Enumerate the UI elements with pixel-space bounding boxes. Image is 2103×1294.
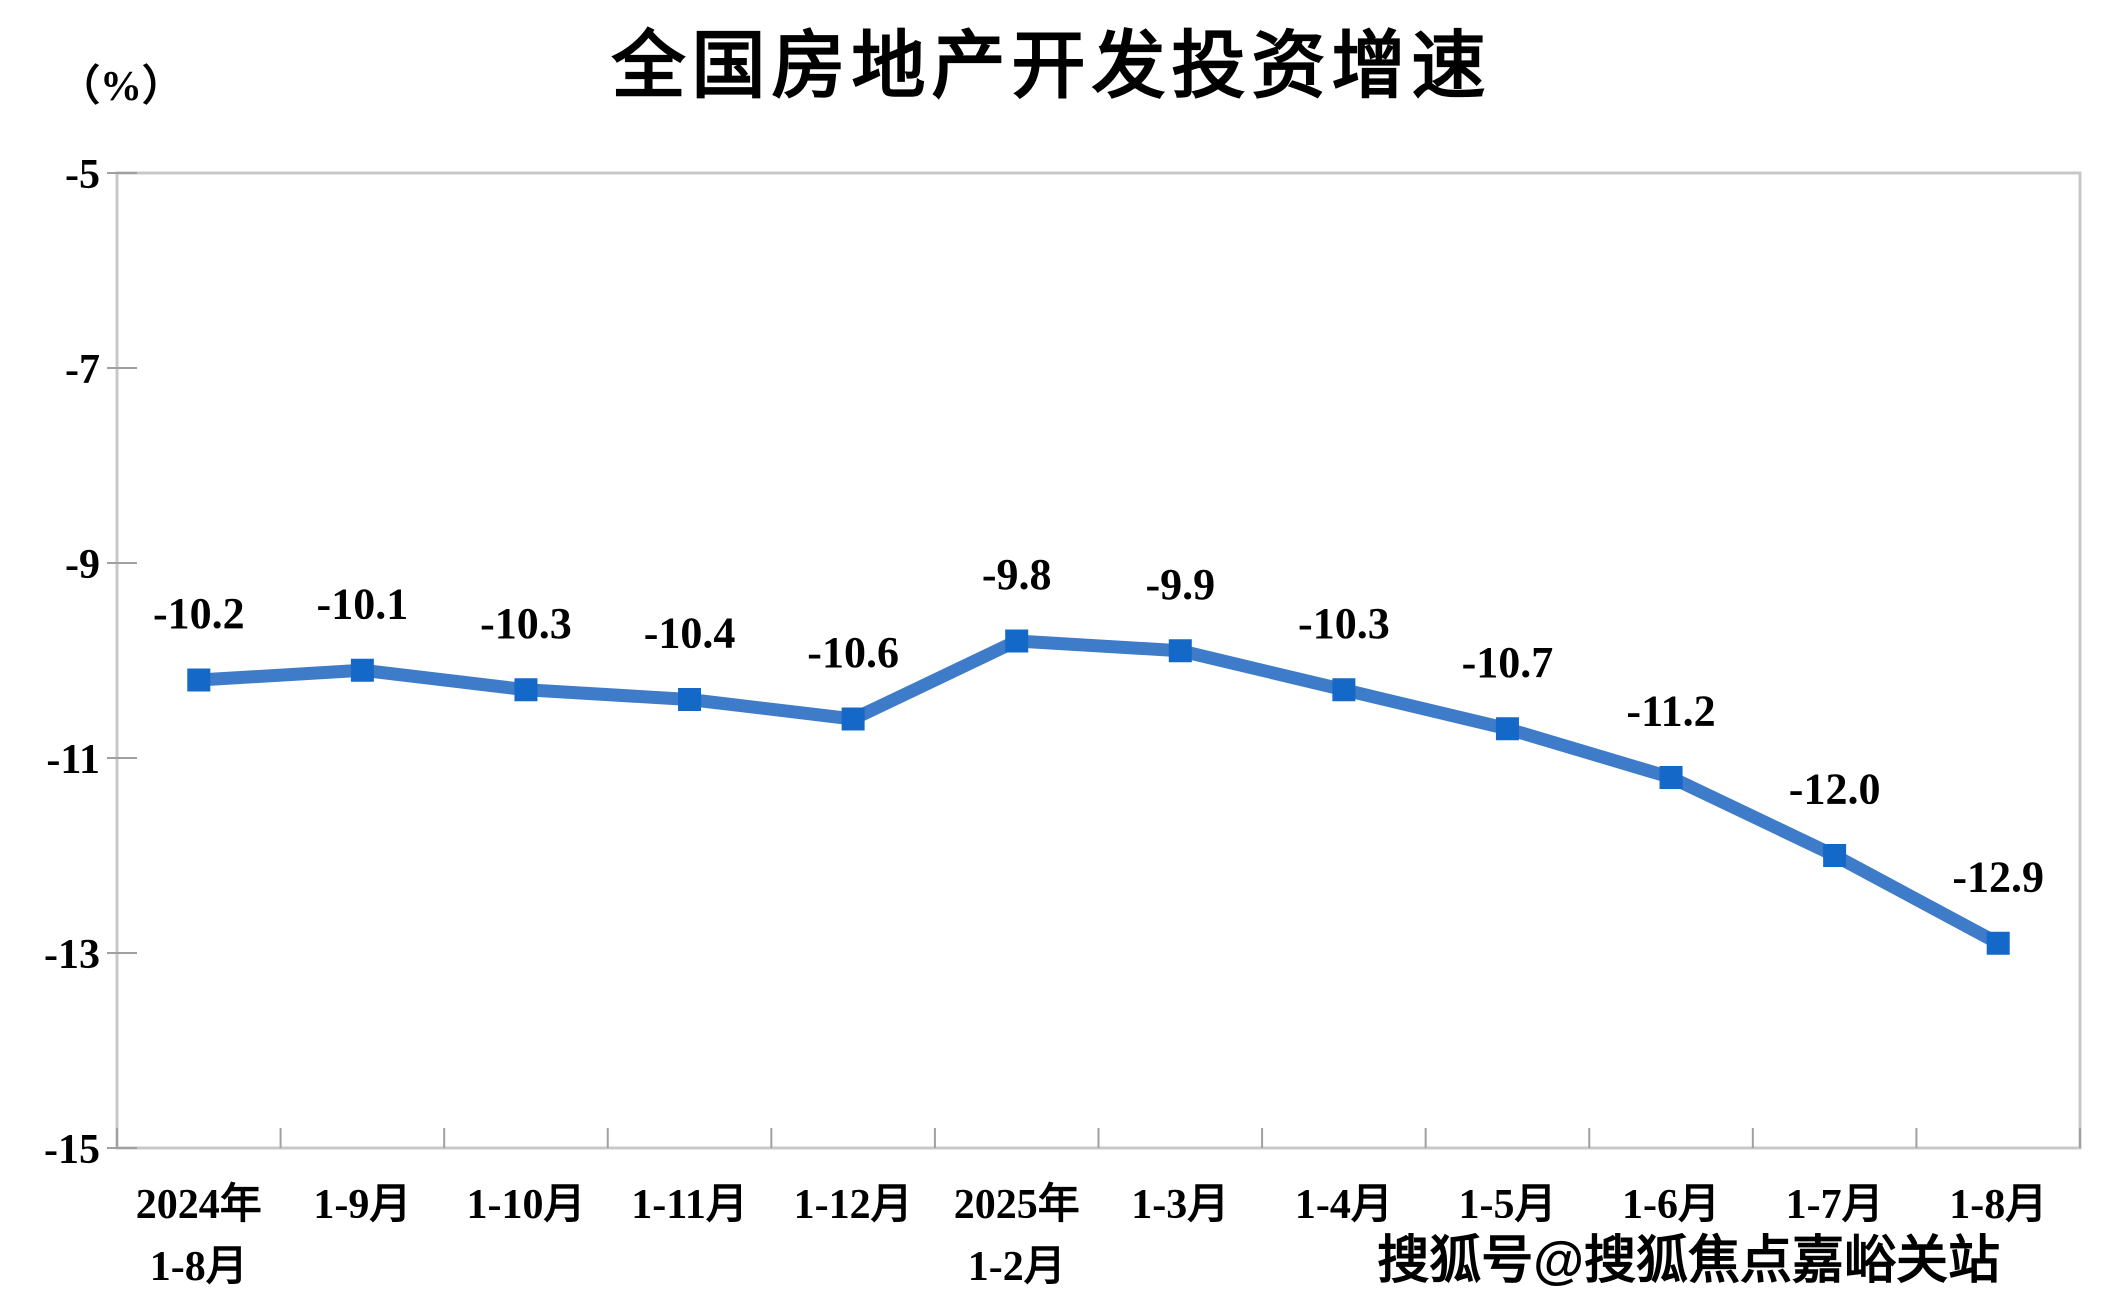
x-axis-category-label: 1-5月 xyxy=(1458,1182,1556,1228)
data-point-marker xyxy=(678,688,702,711)
data-point-marker xyxy=(514,678,538,702)
y-axis-unit-label: （%） xyxy=(58,64,185,110)
data-point-label: -9.8 xyxy=(982,550,1052,599)
x-axis-category-label: 2025年 1-2月 xyxy=(954,1181,1080,1290)
data-point-label: -10.3 xyxy=(1298,599,1390,648)
data-point-marker xyxy=(1823,844,1847,867)
data-point-label: -12.9 xyxy=(1952,852,2044,901)
x-axis-category-label: 1-4月 xyxy=(1295,1182,1393,1228)
x-axis-category-label: 1-6月 xyxy=(1622,1182,1720,1228)
data-point-marker xyxy=(1986,931,2010,955)
data-point-marker xyxy=(1332,678,1356,702)
y-axis-tick-label: -11 xyxy=(46,737,100,783)
x-axis-category-label: 1-7月 xyxy=(1786,1182,1884,1228)
data-point-label: -10.7 xyxy=(1462,638,1554,687)
x-axis-category-label: 1-3月 xyxy=(1131,1182,1229,1228)
data-point-label: -12.0 xyxy=(1789,765,1881,814)
y-axis-tick-label: -7 xyxy=(65,347,100,393)
data-point-label: -10.1 xyxy=(317,579,409,628)
data-point-label: -11.2 xyxy=(1626,687,1715,736)
data-point-marker xyxy=(841,707,865,731)
data-point-label: -10.4 xyxy=(644,609,736,658)
data-point-label: -10.6 xyxy=(807,628,899,677)
x-axis-category-label: 2024年 1-8月 xyxy=(136,1181,262,1290)
data-point-marker xyxy=(1495,717,1519,741)
watermark: 搜狐号@搜狐焦点嘉峪关站 xyxy=(1377,1232,2000,1290)
chart-title: 全国房地产开发投资增速 xyxy=(611,24,1492,107)
data-point-marker xyxy=(187,668,211,692)
x-axis-category-label: 1-11月 xyxy=(631,1182,748,1228)
data-point-marker xyxy=(350,658,374,682)
data-point-marker xyxy=(1168,639,1192,663)
x-axis-category-label: 1-9月 xyxy=(313,1182,411,1228)
x-axis-category-label: 1-12月 xyxy=(794,1182,913,1228)
data-line xyxy=(192,634,2005,950)
x-axis-category-label: 1-8月 xyxy=(1949,1182,2047,1228)
data-point-marker xyxy=(1659,766,1683,789)
plot-border xyxy=(115,171,2082,1150)
y-axis-tick-label: -15 xyxy=(44,1127,100,1173)
x-axis-category-label: 1-10月 xyxy=(466,1182,585,1228)
y-axis-tick-label: -13 xyxy=(44,932,100,978)
data-point-marker xyxy=(1005,629,1029,653)
data-point-label: -10.2 xyxy=(153,589,245,638)
y-axis-tick-label: -9 xyxy=(65,542,100,588)
data-point-label: -10.3 xyxy=(480,599,572,648)
data-point-label: -9.9 xyxy=(1145,560,1215,609)
y-axis-tick-label: -5 xyxy=(65,152,100,198)
